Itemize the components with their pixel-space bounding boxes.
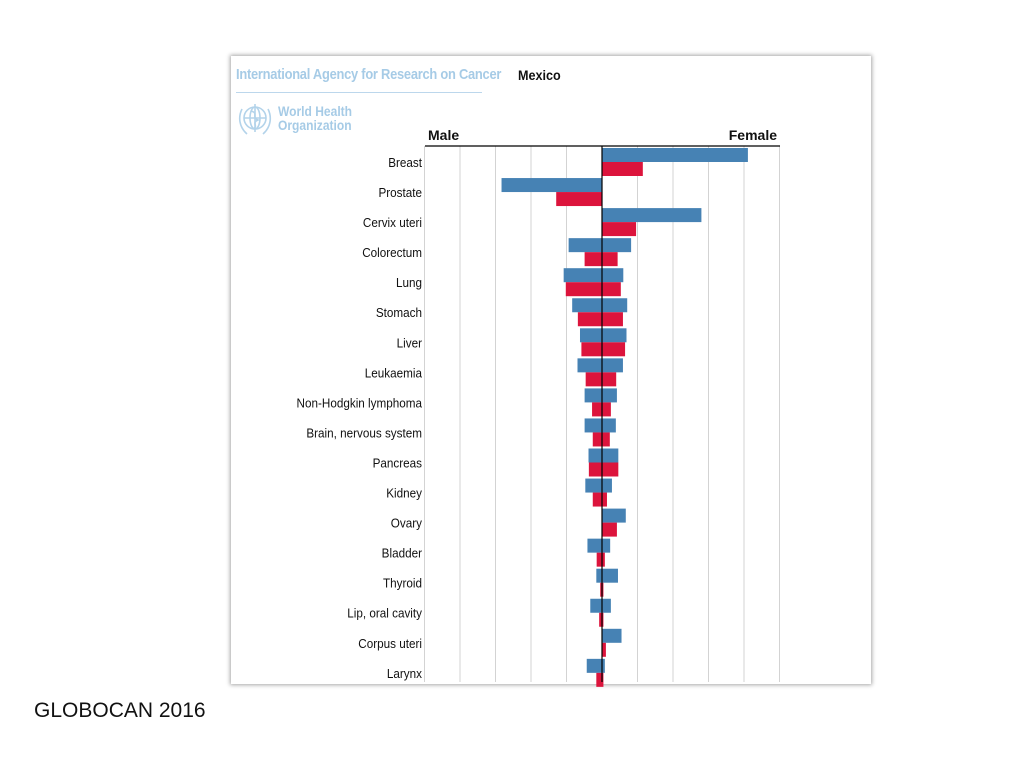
- bar-male-mortality: [596, 552, 602, 567]
- chart-title: Mexico: [518, 67, 561, 83]
- bar-male-mortality: [585, 372, 602, 387]
- bar-male-incidence: [584, 388, 602, 403]
- bar-female-incidence: [602, 628, 622, 643]
- category-label: Corpus uteri: [358, 636, 422, 651]
- bar-female-incidence: [602, 238, 632, 253]
- bar-female-incidence: [602, 538, 611, 553]
- bar-female-mortality: [602, 312, 623, 327]
- category-label: Colorectum: [362, 246, 422, 261]
- bar-male-incidence: [586, 658, 602, 673]
- bar-male-mortality: [592, 432, 602, 447]
- category-label: Thyroid: [383, 576, 422, 591]
- bar-male-incidence: [596, 568, 602, 583]
- bar-female-incidence: [602, 568, 618, 583]
- bar-male-incidence: [563, 268, 602, 283]
- bar-female-mortality: [602, 612, 604, 627]
- bar-female-mortality: [602, 222, 637, 237]
- category-label: Larynx: [387, 666, 423, 681]
- category-label: Bladder: [382, 546, 422, 561]
- bar-male-mortality: [592, 402, 602, 417]
- chart-panel: [231, 56, 871, 684]
- category-label: Pancreas: [373, 456, 422, 471]
- bar-male-mortality: [581, 342, 602, 357]
- bar-female-mortality: [602, 252, 618, 267]
- bar-female-incidence: [602, 658, 605, 673]
- category-labels: Breast Prostate Cervix uteri Colorectum Lung…: [297, 155, 423, 681]
- bar-male-incidence: [572, 298, 602, 313]
- bar-female-incidence: [602, 268, 624, 283]
- category-label: Brain, nervous system: [306, 426, 422, 441]
- bar-female-mortality: [602, 552, 605, 567]
- gridlines: [424, 146, 780, 682]
- category-label: Lung: [396, 276, 422, 291]
- category-label: Breast: [388, 155, 422, 170]
- bar-female-incidence: [602, 598, 611, 613]
- who-emblem-icon: [238, 104, 272, 135]
- category-label: Kidney: [386, 486, 423, 501]
- bar-female-incidence: [602, 298, 628, 313]
- bar-male-incidence: [577, 358, 602, 373]
- male-side-label: Male: [428, 127, 459, 143]
- bar-female-mortality: [602, 522, 617, 537]
- category-label: Non-Hodgkin lymphoma: [297, 396, 423, 411]
- category-label: Ovary: [391, 516, 423, 531]
- bar-male-mortality: [592, 492, 602, 507]
- bar-female-incidence: [602, 418, 616, 433]
- bar-male-incidence: [568, 238, 602, 253]
- category-label: Leukaemia: [365, 366, 422, 381]
- bar-female-mortality: [602, 342, 626, 357]
- bar-male-mortality: [577, 312, 602, 327]
- bar-female-mortality: [602, 372, 617, 387]
- bar-male-incidence: [587, 538, 602, 553]
- bar-male-mortality: [600, 582, 602, 597]
- agency-header: International Agency for Research on Can…: [236, 66, 502, 83]
- bar-male-incidence: [501, 178, 602, 193]
- header-divider: [236, 92, 482, 93]
- bar-male-mortality: [565, 282, 602, 297]
- bar-female-incidence: [602, 358, 623, 373]
- bar-female-mortality: [602, 162, 643, 176]
- bar-male-incidence: [588, 448, 602, 463]
- bar-female-mortality: [602, 462, 619, 477]
- bar-male-incidence: [579, 328, 602, 343]
- bar-female-incidence: [602, 148, 748, 162]
- bar-female-mortality: [602, 492, 607, 507]
- bar-male-mortality: [588, 462, 602, 477]
- bar-male-mortality: [584, 252, 602, 267]
- bar-female-incidence: [602, 388, 617, 403]
- female-side-label: Female: [729, 127, 777, 143]
- bar-male-mortality: [556, 192, 602, 207]
- bar-female-mortality: [602, 672, 604, 687]
- bar-male-incidence: [584, 418, 602, 433]
- bars: [501, 148, 748, 687]
- category-label: Liver: [397, 336, 422, 351]
- bar-male-mortality: [599, 612, 602, 627]
- bar-female-mortality: [602, 642, 606, 657]
- bar-female-incidence: [602, 508, 626, 523]
- who-name: World Health Organization: [278, 104, 352, 132]
- bar-female-mortality: [602, 282, 621, 297]
- bar-female-incidence: [602, 208, 702, 223]
- category-label: Prostate: [378, 185, 422, 200]
- bar-female-mortality: [602, 582, 604, 597]
- axes: Male Female: [425, 127, 780, 682]
- bar-female-mortality: [602, 432, 610, 447]
- who-name-line2: Organization: [278, 117, 352, 133]
- category-label: Lip, oral cavity: [347, 606, 423, 621]
- bar-male-mortality: [596, 672, 602, 687]
- category-label: Stomach: [376, 306, 422, 321]
- bar-male-incidence: [590, 598, 602, 613]
- bar-female-incidence: [602, 328, 627, 343]
- bar-female-mortality: [602, 402, 611, 417]
- bar-male-incidence: [585, 478, 602, 493]
- bar-female-incidence: [602, 448, 619, 463]
- bar-female-incidence: [602, 478, 612, 493]
- who-name-line1: World Health: [278, 103, 353, 119]
- category-label: Cervix uteri: [363, 216, 422, 231]
- source-caption: GLOBOCAN 2016: [34, 699, 206, 722]
